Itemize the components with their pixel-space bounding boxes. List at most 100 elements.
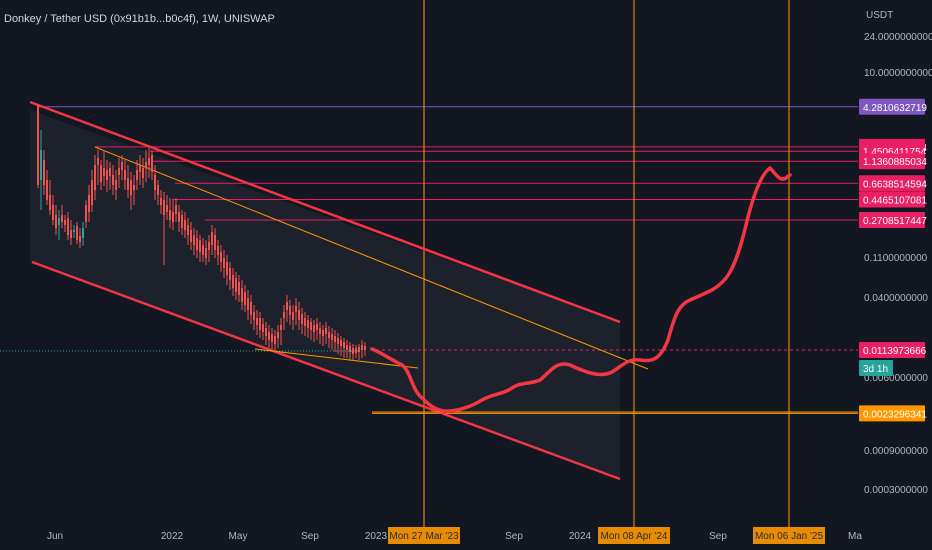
price-tags: 4.28106327191.61205636241.45064117541.13… xyxy=(859,98,927,422)
candle-body xyxy=(106,170,108,180)
candle-body xyxy=(67,218,69,235)
candle-body xyxy=(265,328,267,336)
candle-body xyxy=(310,322,312,330)
candle-body xyxy=(100,165,102,182)
candle-body xyxy=(109,168,111,176)
candle-body xyxy=(223,258,225,268)
candle-body xyxy=(259,318,261,330)
candle-body xyxy=(85,205,87,222)
candle-body xyxy=(280,325,282,330)
candle-body xyxy=(247,298,249,310)
candle-body xyxy=(154,175,156,190)
candle-body xyxy=(319,328,321,334)
candle-body xyxy=(214,235,216,250)
time-axis[interactable]: Jun 2022 May Sep 2023 Sep 2024 Sep Ma Mon 27 Mar … xyxy=(47,527,862,544)
time-tick-label: May xyxy=(229,531,248,542)
price-tag-label: 1.1360885034 xyxy=(863,157,927,168)
time-tick-label: 2024 xyxy=(569,531,592,542)
candle-body xyxy=(172,212,174,222)
candle-body xyxy=(187,225,189,235)
highlighted-date-tag xyxy=(598,527,670,544)
candle-body xyxy=(55,215,57,228)
candle-body xyxy=(295,306,297,312)
candle-body xyxy=(184,220,186,230)
price-tick-label: 0.0400000000 xyxy=(864,293,928,304)
candle-body xyxy=(148,158,150,165)
price-tag-label: 0.2708517447 xyxy=(863,216,927,227)
candle-body xyxy=(241,288,243,302)
candle-body xyxy=(340,340,342,346)
candle-body xyxy=(226,262,228,275)
candle-body xyxy=(211,232,213,245)
candle-body xyxy=(238,282,240,295)
descending-channel[interactable] xyxy=(29,100,621,481)
trend-line-support[interactable] xyxy=(254,348,419,369)
candle-body xyxy=(292,312,294,320)
candle-body xyxy=(202,245,204,255)
candle-body xyxy=(328,332,330,338)
price-tag-label: 4.2810632719 xyxy=(863,103,927,114)
price-tag-label: 3d 1h xyxy=(863,364,888,375)
price-tick-label: 10.0000000000 xyxy=(864,68,932,79)
candle-body xyxy=(208,242,210,250)
candle-body xyxy=(58,218,60,225)
candle-body xyxy=(103,168,105,176)
time-tick-label: Sep xyxy=(301,531,319,542)
candle-body xyxy=(250,302,252,315)
candle-body xyxy=(136,170,138,180)
candle-body xyxy=(286,302,288,310)
candle-body xyxy=(229,268,231,280)
candle-body xyxy=(268,332,270,340)
projection-path[interactable] xyxy=(370,165,792,413)
price-tag-label: 1.4506411754 xyxy=(863,147,927,158)
candle-body xyxy=(196,238,198,250)
candle-body xyxy=(253,312,255,320)
candle-body xyxy=(217,246,219,255)
candle-body xyxy=(271,334,273,342)
price-tag xyxy=(859,98,925,115)
candle-body xyxy=(79,236,81,242)
price-axis-unit: USDT xyxy=(866,10,893,21)
candle-body xyxy=(301,314,303,324)
candle-body xyxy=(163,200,165,215)
candle-body xyxy=(139,165,141,172)
candle-body xyxy=(124,170,126,180)
candle-body xyxy=(160,198,162,205)
horizontal-levels xyxy=(0,106,858,414)
candle-body xyxy=(169,210,171,220)
price-tick-label: 24.0000000000 xyxy=(864,32,932,43)
time-tick-label: Sep xyxy=(709,531,727,542)
time-tick-label: Jun xyxy=(47,531,63,542)
price-tag-label: 0.6638514594 xyxy=(863,179,927,190)
candle-body xyxy=(88,195,90,212)
candle-body xyxy=(166,205,168,212)
price-tag xyxy=(859,341,925,358)
candle-body xyxy=(145,162,147,168)
candle-body xyxy=(274,336,276,344)
channel-lower-line[interactable] xyxy=(31,260,621,481)
trend-line-descending[interactable] xyxy=(94,146,649,370)
price-tag xyxy=(859,153,925,170)
candle-body xyxy=(277,332,279,338)
time-tick-label: 2022 xyxy=(161,531,184,542)
projected-price-path[interactable] xyxy=(370,165,792,413)
candle-body xyxy=(352,348,354,354)
candle-body xyxy=(121,162,123,170)
candle-body xyxy=(283,312,285,318)
channel-upper-line[interactable] xyxy=(29,100,621,324)
candle-body xyxy=(70,230,72,238)
candle-body xyxy=(76,226,78,240)
candle-body xyxy=(46,180,48,200)
candle-body xyxy=(361,345,363,350)
candle-body xyxy=(112,175,114,185)
price-axis[interactable]: 24.0000000000 10.0000000000 0.1100000000 0.… xyxy=(864,32,932,496)
channel-fill xyxy=(30,110,620,478)
candle-body xyxy=(220,252,222,262)
candle-body xyxy=(115,180,117,190)
candle-body xyxy=(91,180,93,205)
candle-body xyxy=(37,105,39,185)
candle-body xyxy=(199,240,201,252)
price-tag xyxy=(859,405,925,422)
price-tick-label: 0.0003000000 xyxy=(864,485,928,496)
